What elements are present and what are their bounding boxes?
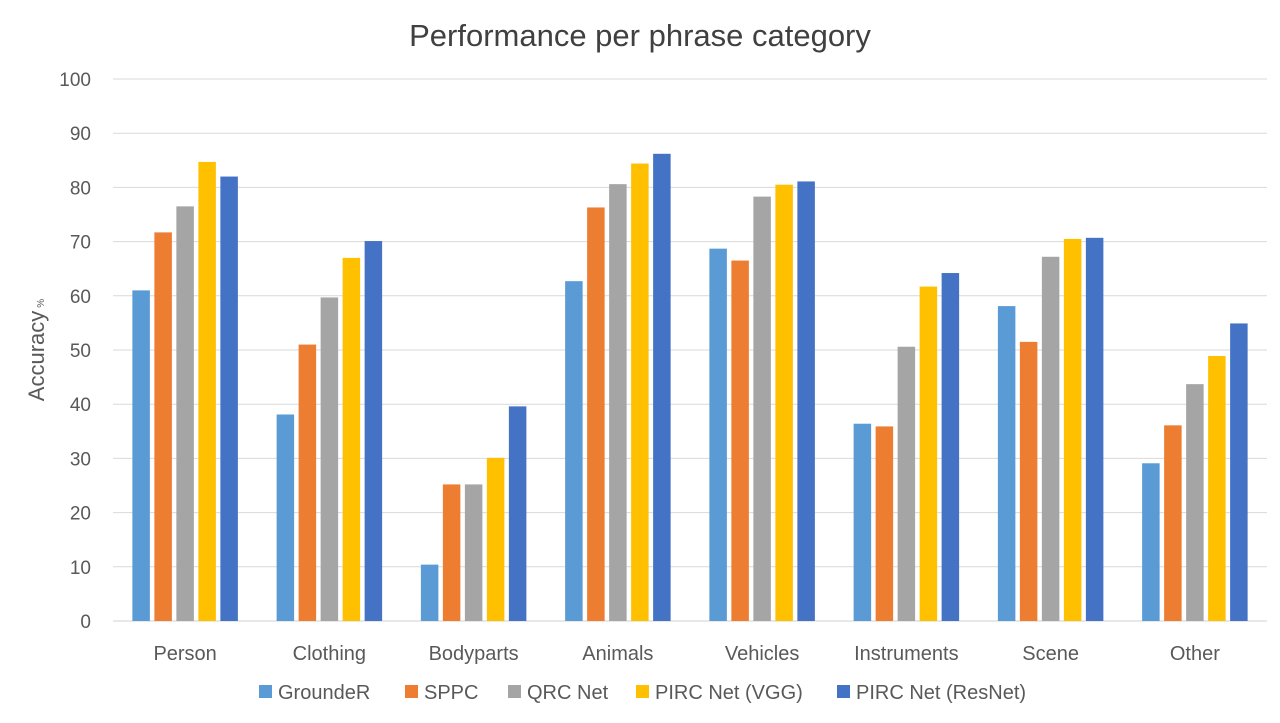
- bar: [1019, 341, 1038, 621]
- bar: [132, 290, 150, 621]
- bar: [653, 153, 671, 621]
- bar: [198, 161, 216, 621]
- y-axis-label: Accuracy%: [24, 299, 49, 401]
- x-tick-label: Instruments: [854, 643, 958, 665]
- x-tick-label: Animals: [582, 643, 653, 665]
- bar: [997, 306, 1016, 621]
- legend-swatch: [636, 685, 649, 698]
- y-tick-label: 100: [59, 70, 91, 91]
- y-tick-label: 70: [70, 233, 91, 254]
- bar: [486, 457, 505, 621]
- y-tick-label: 10: [70, 558, 91, 579]
- bar: [565, 281, 583, 621]
- chart-title: Performance per phrase category: [409, 18, 871, 53]
- bar: [1230, 323, 1248, 621]
- y-tick-label: 90: [70, 124, 91, 145]
- bar: [1208, 355, 1226, 621]
- legend-label: PIRC Net (ResNet): [856, 682, 1026, 704]
- x-axis-categories: Person Clothing Bodyparts Animals Vehicles In…: [153, 643, 1220, 665]
- bar: [1142, 463, 1160, 621]
- x-tick-label: Scene: [1022, 643, 1079, 665]
- bar: [342, 257, 361, 621]
- bar: [775, 184, 793, 621]
- bar: [941, 273, 960, 621]
- bar: [1085, 237, 1104, 621]
- x-tick-label: Vehicles: [725, 643, 800, 665]
- legend-swatch: [405, 685, 418, 698]
- y-tick-label: 80: [70, 178, 91, 199]
- bar: [176, 206, 194, 621]
- bar: [1063, 238, 1082, 621]
- y-tick-label: 60: [70, 287, 91, 308]
- y-tick-label: 0: [80, 612, 91, 633]
- bar: [1041, 256, 1060, 621]
- bar: [508, 406, 527, 621]
- y-axis-title: Accuracy: [24, 311, 49, 401]
- y-axis-ticks: 0 10 20 30 40 50 60 70 80 90 100: [59, 70, 91, 633]
- bar: [154, 232, 172, 622]
- bar: [631, 163, 649, 621]
- y-tick-label: 20: [70, 504, 91, 525]
- x-tick-label: Bodyparts: [429, 643, 519, 665]
- bar: [753, 196, 771, 621]
- bar: [853, 423, 872, 621]
- bar: [276, 414, 295, 621]
- legend-label: PIRC Net (VGG): [655, 682, 803, 704]
- bar: [464, 484, 483, 621]
- bar: [442, 484, 461, 621]
- legend-label: SPPC: [424, 682, 478, 704]
- bar: [1164, 425, 1182, 621]
- legend-swatch: [508, 685, 521, 698]
- bar: [709, 248, 727, 621]
- bar: [364, 241, 383, 622]
- legend-label: GroundeR: [278, 682, 370, 704]
- bar: [298, 344, 317, 621]
- y-tick-label: 30: [70, 449, 91, 470]
- x-tick-label: Person: [153, 643, 216, 665]
- legend-swatch: [837, 685, 850, 698]
- bar: [875, 426, 894, 621]
- bar: [420, 564, 439, 621]
- legend: GroundeR SPPC QRC Net PIRC Net (VGG) PIRC Ne…: [259, 682, 1026, 704]
- y-axis-unit: %: [36, 299, 47, 308]
- legend-label: QRC Net: [527, 682, 609, 704]
- bar: [609, 184, 627, 621]
- bar: [897, 346, 916, 621]
- bars: [132, 153, 1248, 622]
- y-tick-label: 40: [70, 395, 91, 416]
- bar: [919, 286, 938, 621]
- bar: [731, 260, 749, 621]
- legend-swatch: [259, 685, 272, 698]
- y-tick-label: 50: [70, 341, 91, 362]
- bar: [220, 176, 238, 621]
- x-tick-label: Other: [1170, 643, 1220, 665]
- bar: [320, 297, 339, 621]
- bar: [797, 181, 815, 622]
- bar: [1186, 384, 1204, 621]
- svg-text:Accuracy%: Accuracy%: [24, 299, 49, 401]
- bar: [587, 207, 605, 622]
- x-tick-label: Clothing: [293, 643, 366, 665]
